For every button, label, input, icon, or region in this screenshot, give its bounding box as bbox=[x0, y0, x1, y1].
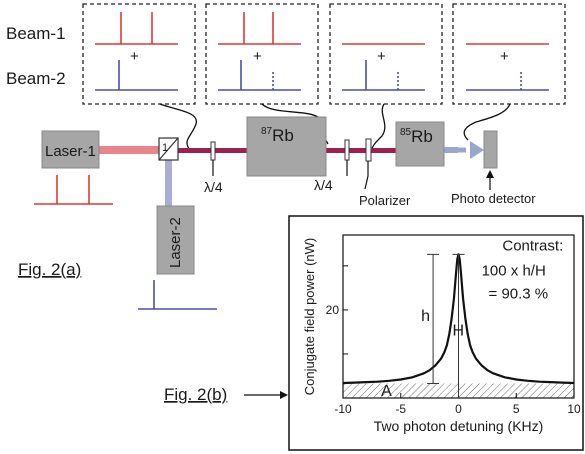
y-axis-label: Conjugate field power (nW) bbox=[302, 238, 317, 396]
chart-frame bbox=[288, 215, 584, 451]
rb85-cell bbox=[395, 121, 445, 167]
rb87-mass: 87 bbox=[261, 126, 273, 137]
fig-2a-caption: Fig. 2(a) bbox=[18, 260, 81, 279]
photo-detector bbox=[483, 130, 498, 169]
laser-2-beam bbox=[165, 160, 172, 206]
x-tick-label-0: -10 bbox=[334, 402, 352, 416]
detector-arrow bbox=[470, 141, 484, 159]
H-label: H bbox=[453, 322, 465, 339]
quarter-wave-plate-2 bbox=[344, 139, 350, 161]
y-tick-label-1: 20 bbox=[326, 303, 340, 317]
polarizer-label: Polarizer bbox=[359, 193, 411, 208]
x-axis-label: Two photon detuning (KHz) bbox=[374, 418, 544, 434]
h-label: h bbox=[421, 308, 430, 325]
beam-2-spectrum-1 bbox=[95, 60, 178, 91]
probe-to-detector bbox=[458, 141, 484, 159]
rb85-element: Rb bbox=[411, 127, 433, 146]
beam-1-spectra bbox=[95, 12, 549, 45]
photo-detector-label: Photo detector bbox=[451, 191, 536, 206]
plus-sign-4: + bbox=[500, 48, 509, 65]
inset-box-3 bbox=[329, 3, 443, 105]
laser-1-box bbox=[41, 130, 100, 169]
beam-1-spectrum-2 bbox=[218, 12, 301, 45]
beam-1-label: Beam-1 bbox=[6, 24, 66, 43]
rb87-cell bbox=[246, 116, 327, 177]
A-label: A bbox=[381, 383, 392, 400]
rb85-mass: 85 bbox=[400, 127, 412, 138]
beam-2-spectra bbox=[95, 60, 549, 91]
rb87-cell-label: 87Rb bbox=[261, 126, 294, 145]
connector-3 bbox=[371, 103, 386, 151]
beam-2-spectrum-2 bbox=[218, 60, 301, 91]
beam-2-spectrum-3 bbox=[342, 60, 425, 91]
polarizer bbox=[365, 138, 372, 162]
plus-sign-3: + bbox=[377, 48, 386, 65]
connector-4 bbox=[463, 103, 511, 141]
x-tick-label-4: 10 bbox=[567, 402, 581, 416]
laser-2-box bbox=[156, 205, 195, 275]
fig-2b-caption: Fig. 2(b) bbox=[164, 385, 227, 404]
quarter-wave-2-label: λ/4 bbox=[314, 177, 333, 193]
inset-box-1 bbox=[82, 3, 196, 105]
contrast-formula: 100 x h/H bbox=[482, 263, 546, 280]
contrast-title: Contrast: bbox=[502, 237, 563, 254]
quarter-wave-plate-1 bbox=[210, 141, 216, 161]
quarter-wave-1-label: λ/4 bbox=[204, 179, 223, 195]
beam-splitter: 1 bbox=[158, 137, 179, 161]
laser-1-output-beam bbox=[98, 146, 160, 154]
x-tick-label-3: 5 bbox=[513, 402, 520, 416]
chart: -10 -5 0 5 10 20 Two photon detuning (KHz) Conj… bbox=[302, 234, 581, 434]
laser-2-label: Laser-2 bbox=[167, 217, 184, 268]
connector-1 bbox=[159, 103, 197, 151]
laser-2-spectrum bbox=[138, 280, 217, 310]
rb85-cell-label: 85Rb bbox=[400, 127, 433, 146]
plus-sign-1: + bbox=[130, 48, 139, 65]
x-tick-label-1: -5 bbox=[395, 402, 406, 416]
x-tick-label-2: 0 bbox=[455, 402, 462, 416]
beam-splitter-label: 1 bbox=[162, 142, 168, 154]
beam-2-label: Beam-2 bbox=[6, 69, 66, 88]
spectra-insets bbox=[82, 3, 566, 105]
laser-1-spectrum bbox=[34, 175, 113, 205]
inset-box-2 bbox=[205, 3, 319, 105]
rb87-element: Rb bbox=[272, 126, 294, 145]
probe-beam bbox=[444, 147, 458, 153]
contrast-value: = 90.3 % bbox=[489, 285, 549, 302]
inset-box-4 bbox=[452, 3, 566, 105]
beam-1-spectrum-1 bbox=[95, 12, 178, 45]
plus-sign-2: + bbox=[253, 48, 262, 65]
laser-1-label: Laser-1 bbox=[45, 143, 96, 160]
